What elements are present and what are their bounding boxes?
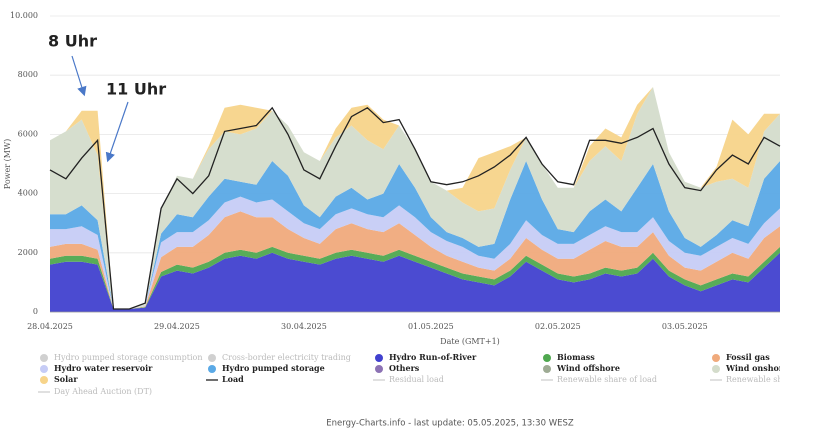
x-tick-label: 01.05.2025 <box>408 322 454 331</box>
footer: Energy-Charts.info - last update: 05.05.… <box>326 419 574 429</box>
areas <box>50 87 780 312</box>
legend-label: Wind onshore <box>725 363 788 373</box>
y-tick-label: 2000 <box>18 248 38 257</box>
annotation-arrow <box>71 55 87 97</box>
y-tick-label: 6000 <box>18 129 38 138</box>
y-tick-label: 8000 <box>18 70 38 79</box>
y-tick-label: 4000 <box>18 189 38 198</box>
x-axis-label: Date (GMT+1) <box>440 337 500 346</box>
legend-label: Renewable sh <box>726 375 782 384</box>
legend-swatch <box>208 354 216 362</box>
axes: 0 2000 4000 6000 8000 10.000 28.04.2025 29.04.2… <box>10 11 780 331</box>
legend-label: Cross-border electricity trading <box>222 353 351 362</box>
area <box>50 196 780 309</box>
x-tick-label: 30.04.2025 <box>281 322 327 331</box>
y-axis-label: Power (MW) <box>3 139 12 189</box>
area <box>50 87 780 309</box>
x-tick-label: 28.04.2025 <box>27 322 73 331</box>
legend-label: Day Ahead Auction (DT) <box>54 387 152 396</box>
legend-swatch <box>40 376 48 384</box>
area <box>50 161 780 309</box>
area <box>50 252 780 312</box>
legend-swatch <box>40 354 48 362</box>
legend-swatch <box>208 365 216 373</box>
legend-label: Load <box>222 374 244 384</box>
y-tick-label: 0 <box>33 307 38 316</box>
legend-label: Hydro Run-of-River <box>389 352 477 362</box>
annotation: 11 Uhr <box>106 80 166 99</box>
x-tick-label: 03.05.2025 <box>662 322 708 331</box>
area <box>50 211 780 309</box>
annotation: 8 Uhr <box>48 32 97 51</box>
legend-label: Solar <box>54 374 78 384</box>
area <box>50 87 780 309</box>
legend-label: Hydro pumped storage consumption <box>54 353 202 362</box>
legend-label: Residual load <box>389 375 444 384</box>
legend-swatch <box>712 354 720 362</box>
legend-swatch <box>375 354 383 362</box>
legend-label: Biomass <box>557 352 595 362</box>
legend-swatch <box>543 354 551 362</box>
legend-swatch <box>712 365 720 373</box>
legend-swatch <box>543 365 551 373</box>
line <box>49 106 781 310</box>
lines <box>49 106 781 310</box>
legend-swatch <box>40 365 48 373</box>
legend-label: Hydro water reservoir <box>54 363 153 373</box>
legend-label: Wind offshore <box>556 363 620 373</box>
legend-swatch <box>375 365 383 373</box>
legend: Hydro pumped storage consumption Cross-bo… <box>38 352 788 396</box>
legend-label: Others <box>389 363 420 373</box>
legend-label: Hydro pumped storage <box>222 363 325 373</box>
x-tick-label: 29.04.2025 <box>154 322 200 331</box>
area <box>50 246 780 309</box>
y-tick-label: 10.000 <box>10 11 38 20</box>
legend-label: Fossil gas <box>726 352 770 362</box>
legend-label: Renewable share of load <box>557 375 657 384</box>
annotation-arrow <box>105 101 129 163</box>
x-tick-label: 02.05.2025 <box>535 322 581 331</box>
